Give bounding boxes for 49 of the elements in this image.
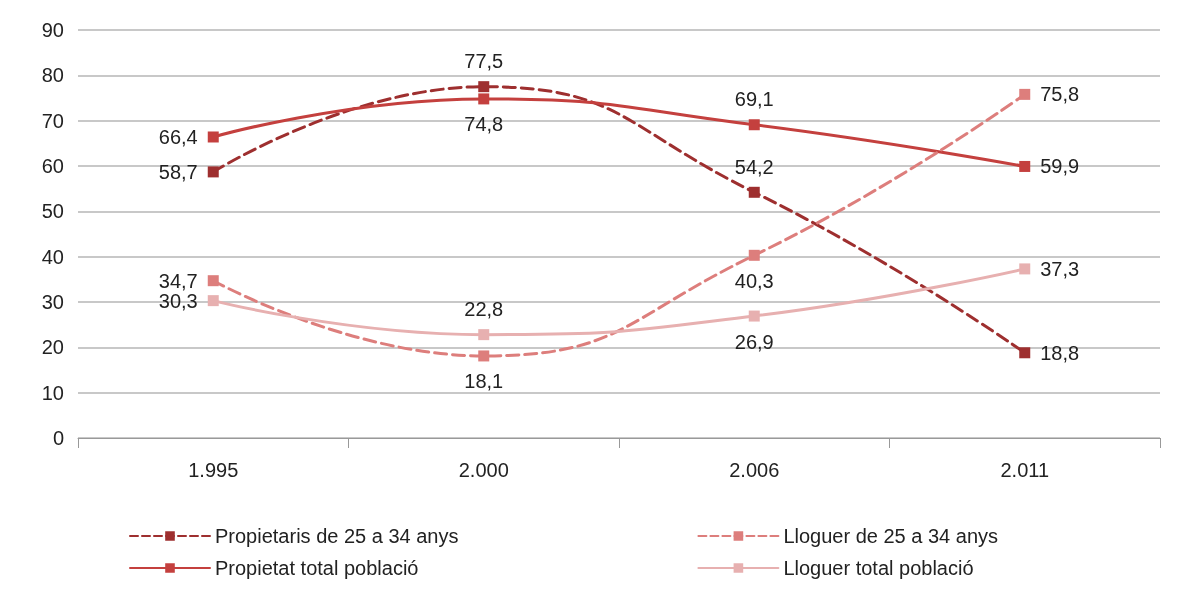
data-label: 75,8 bbox=[1040, 83, 1080, 106]
x-tick-label: 1.995 bbox=[188, 459, 239, 481]
x-tick-label: 2.006 bbox=[729, 459, 780, 481]
x-tick-label: 2.011 bbox=[1000, 459, 1050, 481]
data-label: 18,1 bbox=[464, 370, 504, 393]
y-tick-label: 0 bbox=[52, 427, 64, 449]
point bbox=[207, 131, 219, 143]
data-label: 77,5 bbox=[464, 50, 504, 73]
point bbox=[748, 119, 760, 131]
point bbox=[478, 93, 490, 105]
point bbox=[1019, 263, 1031, 275]
legend-label: Propietat total població bbox=[215, 557, 419, 579]
data-label: 58,7 bbox=[158, 160, 198, 183]
data-label: 18,8 bbox=[1040, 341, 1080, 364]
point bbox=[1019, 347, 1031, 359]
point bbox=[207, 166, 219, 178]
y-tick-label: 50 bbox=[41, 200, 64, 223]
data-label: 69,1 bbox=[734, 88, 774, 111]
point bbox=[1019, 88, 1031, 100]
y-tick-label: 20 bbox=[41, 336, 64, 359]
legend-label: Propietaris de 25 a 34 anys bbox=[215, 525, 459, 547]
data-label: 74,8 bbox=[464, 113, 504, 136]
y-tick-label: 70 bbox=[41, 109, 64, 132]
data-label: 66,4 bbox=[158, 125, 198, 148]
y-tick-label: 90 bbox=[41, 19, 64, 41]
data-label: 37,3 bbox=[1040, 257, 1080, 280]
y-tick-label: 80 bbox=[41, 64, 64, 87]
point bbox=[478, 350, 490, 362]
point bbox=[207, 275, 219, 287]
y-tick-label: 30 bbox=[41, 291, 64, 313]
point bbox=[478, 329, 490, 341]
point bbox=[478, 81, 490, 93]
data-label: 54,2 bbox=[734, 155, 774, 178]
data-label: 40,3 bbox=[734, 269, 774, 292]
point bbox=[748, 249, 760, 261]
data-label: 22,8 bbox=[464, 298, 504, 321]
y-tick-label: 60 bbox=[41, 155, 64, 177]
data-label: 59,9 bbox=[1040, 155, 1080, 178]
point bbox=[1019, 160, 1031, 172]
point bbox=[748, 186, 760, 198]
legend-label: Lloguer total població bbox=[783, 557, 974, 579]
legend-label: Lloguer de 25 a 34 anys bbox=[783, 525, 999, 547]
point bbox=[748, 310, 760, 322]
y-tick-label: 10 bbox=[41, 381, 64, 404]
x-tick-label: 2.000 bbox=[458, 459, 509, 481]
data-label: 26,9 bbox=[734, 330, 774, 353]
point bbox=[207, 295, 219, 307]
y-tick-label: 40 bbox=[41, 245, 64, 268]
data-label: 34,7 bbox=[158, 269, 198, 292]
